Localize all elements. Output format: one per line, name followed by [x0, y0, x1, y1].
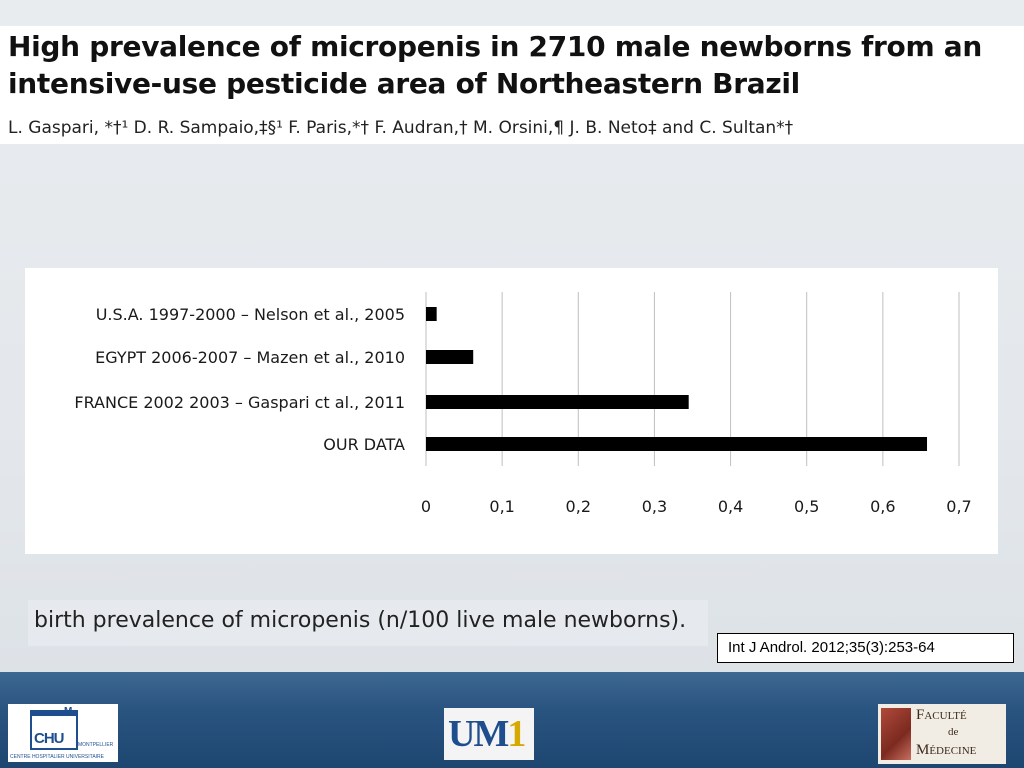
um1-logo-text: UM1: [448, 712, 526, 756]
chu-logo-letter: M: [64, 706, 73, 717]
category-label: OUR DATA: [323, 435, 405, 454]
footer-bar: M CHU MONTPELLIER CENTRE HOSPITALIER UNI…: [0, 672, 1024, 768]
category-label: U.S.A. 1997-2000 – Nelson et al., 2005: [96, 305, 405, 324]
x-tick-label: 0,4: [718, 497, 743, 516]
category-label: FRANCE 2002 2003 – Gaspari ct al., 2011: [74, 393, 405, 412]
title-banner: High prevalence of micropenis in 2710 ma…: [0, 26, 1024, 144]
bar-chart: 0 0,1 0,2 0,3 0,4 0,5 0,6 0,7 U.S.A. 1997-2000 –…: [74, 292, 972, 516]
chart-panel: 0 0,1 0,2 0,3 0,4 0,5 0,6 0,7 U.S.A. 1997-2000 –…: [25, 268, 998, 554]
category-label: EGYPT 2006-2007 – Mazen et al., 2010: [95, 348, 405, 367]
chu-montpellier-logo: M CHU MONTPELLIER CENTRE HOSPITALIER UNI…: [8, 704, 118, 762]
x-tick-label: 0,3: [642, 497, 667, 516]
um1-logo: UM1: [444, 708, 534, 760]
bar: [426, 350, 474, 364]
chu-logo-text: CHU: [34, 730, 64, 747]
x-tick-label: 0,1: [489, 497, 514, 516]
x-tick-label: 0,2: [566, 497, 591, 516]
chu-mark-icon: [30, 710, 78, 750]
x-axis-caption: birth prevalence of micropenis (n/100 li…: [34, 608, 687, 633]
chu-logo-subtitle: CENTRE HOSPITALIER UNIVERSITAIRE: [10, 754, 104, 760]
x-axis-caption-strip: birth prevalence of micropenis (n/100 li…: [28, 600, 708, 646]
reference-box: Int J Androl. 2012;35(3):253-64: [717, 633, 1014, 663]
x-tick-label: 0,5: [794, 497, 819, 516]
faculty-logo-line3: Médecine: [916, 742, 977, 758]
faculty-logo-line2: de: [948, 726, 959, 738]
um1-logo-letters: UM: [448, 713, 509, 755]
um1-logo-digit: 1: [507, 713, 526, 755]
chu-logo-city: MONTPELLIER: [78, 742, 114, 748]
bar: [426, 307, 437, 321]
bar: [426, 395, 689, 409]
x-tick-label: 0,6: [870, 497, 895, 516]
x-tick-label: 0,7: [946, 497, 971, 516]
faculty-logo-line1: Faculté: [916, 707, 967, 723]
x-tick-label: 0: [421, 497, 431, 516]
slide-authors: L. Gaspari, *†¹ D. R. Sampaio,‡§¹ F. Par…: [8, 118, 794, 138]
faculte-medecine-logo: Faculté de Médecine: [878, 704, 1006, 764]
faculty-building-icon: [881, 708, 911, 760]
bar: [426, 437, 928, 451]
slide-title: High prevalence of micropenis in 2710 ma…: [8, 30, 983, 100]
